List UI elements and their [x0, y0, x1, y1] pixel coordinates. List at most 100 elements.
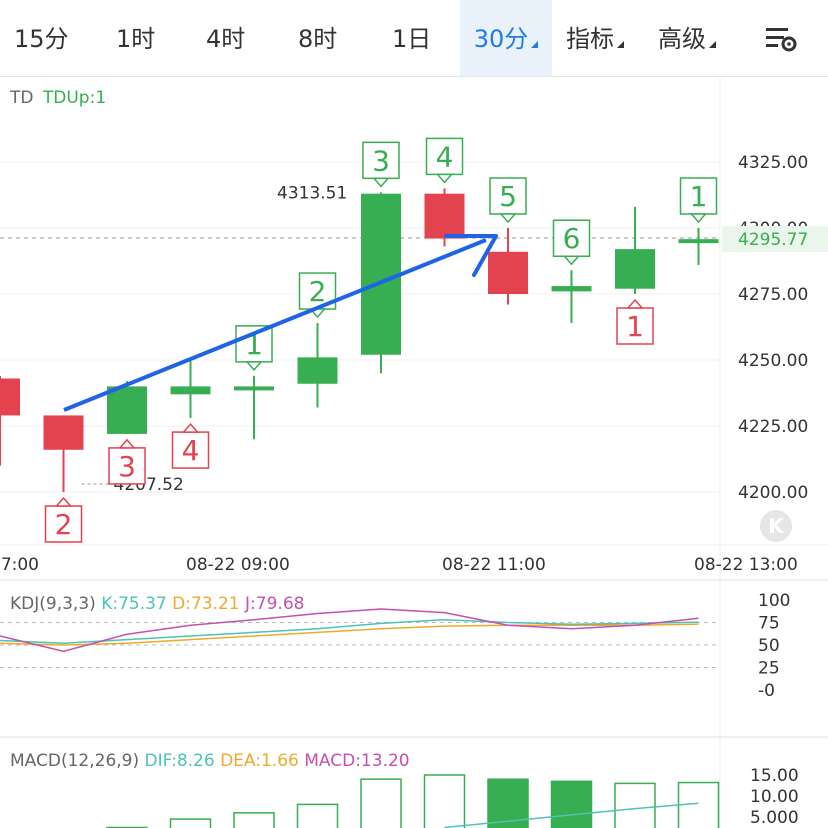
td-count-value: 5	[499, 180, 517, 213]
chart-settings-icon[interactable]	[760, 20, 804, 60]
td-count-marker: 4	[171, 422, 210, 469]
candle-body	[424, 193, 465, 239]
candle-body	[234, 386, 274, 391]
td-marker-box	[362, 141, 400, 180]
collapse-k-label: K	[768, 514, 784, 538]
trend-arrow-head-icon	[444, 234, 498, 277]
tab-30min[interactable]: 30分	[460, 0, 552, 76]
td-count-marker: 2	[44, 496, 83, 543]
macd-dea-value: DEA:1.66	[220, 751, 299, 771]
kdj-j-value: J:79.68	[245, 594, 305, 614]
tab-indicators[interactable]: 指标	[566, 0, 636, 76]
td-marker-box	[171, 431, 210, 469]
candle-body	[0, 378, 20, 416]
kdj-d-line	[0, 623, 699, 646]
td-count-value: 6	[563, 222, 581, 255]
td-marker-pointer	[626, 298, 644, 309]
kdj-tick-label: 100	[758, 591, 790, 611]
candle-body	[107, 386, 147, 434]
candle-body	[43, 415, 84, 450]
macd-histogram-bar	[677, 781, 720, 828]
price-tick-label: 4225.00	[738, 417, 808, 437]
time-axis-label: 08-22 09:00	[186, 555, 290, 575]
td-marker-pointer	[245, 361, 263, 371]
candle-body	[361, 193, 401, 355]
macd-dif-line	[444, 802, 699, 828]
tab-4h[interactable]: 4时	[206, 0, 256, 76]
tab-indicators-label: 指标	[566, 25, 614, 53]
td-count-value: 1	[690, 180, 708, 213]
td-count-marker: 1	[679, 177, 718, 224]
price-axis: 4325.004300.004275.004250.004225.004200.…	[0, 153, 828, 575]
candle-body	[488, 251, 528, 294]
macd-tick-label: 15.00	[750, 766, 799, 786]
td-marker-pointer	[54, 496, 73, 507]
time-axis-label: 08-22 11:00	[442, 555, 546, 575]
td-marker-pointer	[435, 173, 454, 184]
td-marker-box	[235, 325, 273, 363]
td-count-marker: 1	[616, 298, 654, 345]
macd-histogram-bar	[550, 780, 593, 828]
dropdown-triangle-icon	[709, 41, 716, 48]
td-indicator-legend: TD TDUp:1	[10, 88, 106, 108]
td-marker-pointer	[499, 213, 517, 224]
td-count-value: 3	[372, 144, 390, 177]
kdj-legend: KDJ(9,3,3) K:75.37 D:73.21 J:79.68	[10, 594, 304, 614]
td-marker-pointer	[562, 255, 581, 266]
time-axis-label: 07:00	[0, 555, 39, 575]
candle-body	[170, 386, 211, 395]
macd-tick-label: 5.000	[750, 808, 799, 828]
macd-histogram-bar	[169, 818, 212, 828]
td-marker-pointer	[689, 213, 708, 224]
candle-body	[297, 357, 338, 384]
gridlines	[0, 161, 720, 493]
td-count-value: 2	[309, 275, 327, 308]
tab-1d[interactable]: 1日	[392, 0, 442, 76]
td-count-value: 4	[182, 434, 200, 467]
candle-body	[678, 239, 719, 244]
td-count-value: 4	[436, 140, 454, 173]
kdj-name: KDJ(9,3,3)	[10, 594, 96, 614]
td-indicator-name: TD	[10, 88, 34, 108]
price-tick-label: 4325.00	[738, 153, 808, 173]
tab-1h-label: 1时	[116, 25, 156, 53]
candle-body	[615, 249, 655, 289]
td-marker-box	[679, 177, 718, 215]
td-marker-box	[425, 137, 464, 176]
kdj-tick-label: 25	[758, 659, 780, 679]
trend-arrow-line[interactable]	[63, 238, 487, 412]
price-tick-label: 4200.00	[738, 483, 808, 503]
td-indicator-value: TDUp:1	[42, 88, 107, 108]
tab-1d-label: 1日	[392, 25, 432, 53]
collapse-k-icon[interactable]: K	[760, 510, 792, 542]
td-count-marker: 5	[489, 177, 527, 224]
macd-histogram-bar	[360, 778, 402, 828]
td-count-marker: 4	[425, 137, 464, 184]
tab-advanced[interactable]: 高级	[658, 0, 728, 76]
td-marker-box	[489, 177, 527, 215]
kdj-tick-label: -0	[758, 681, 775, 701]
time-axis-label: 08-22 13:00	[694, 555, 798, 575]
tab-30min-label: 30分	[473, 25, 529, 53]
td-count-value: 2	[55, 508, 73, 541]
td-marker-pointer	[181, 422, 200, 433]
kdj-k-line	[0, 619, 699, 644]
tab-15min[interactable]: 15分	[14, 0, 84, 76]
td-count-marker: 3	[108, 438, 146, 485]
td-marker-box	[552, 219, 591, 257]
kdj-d-value: D:73.21	[172, 594, 240, 614]
macd-histogram-bar	[423, 774, 466, 828]
kdj-tick-label: 50	[758, 636, 780, 656]
price-tick-label: 4275.00	[738, 285, 808, 305]
kdj-k-value: K:75.37	[101, 594, 167, 614]
tab-1h[interactable]: 1时	[116, 0, 166, 76]
macd-name: MACD(12,26,9)	[10, 751, 140, 771]
tab-8h[interactable]: 8时	[298, 0, 348, 76]
td-count-value: 3	[118, 450, 136, 483]
td-marker-box	[616, 307, 654, 345]
tab-advanced-label: 高级	[658, 25, 706, 53]
kdj-j-line	[0, 608, 699, 653]
